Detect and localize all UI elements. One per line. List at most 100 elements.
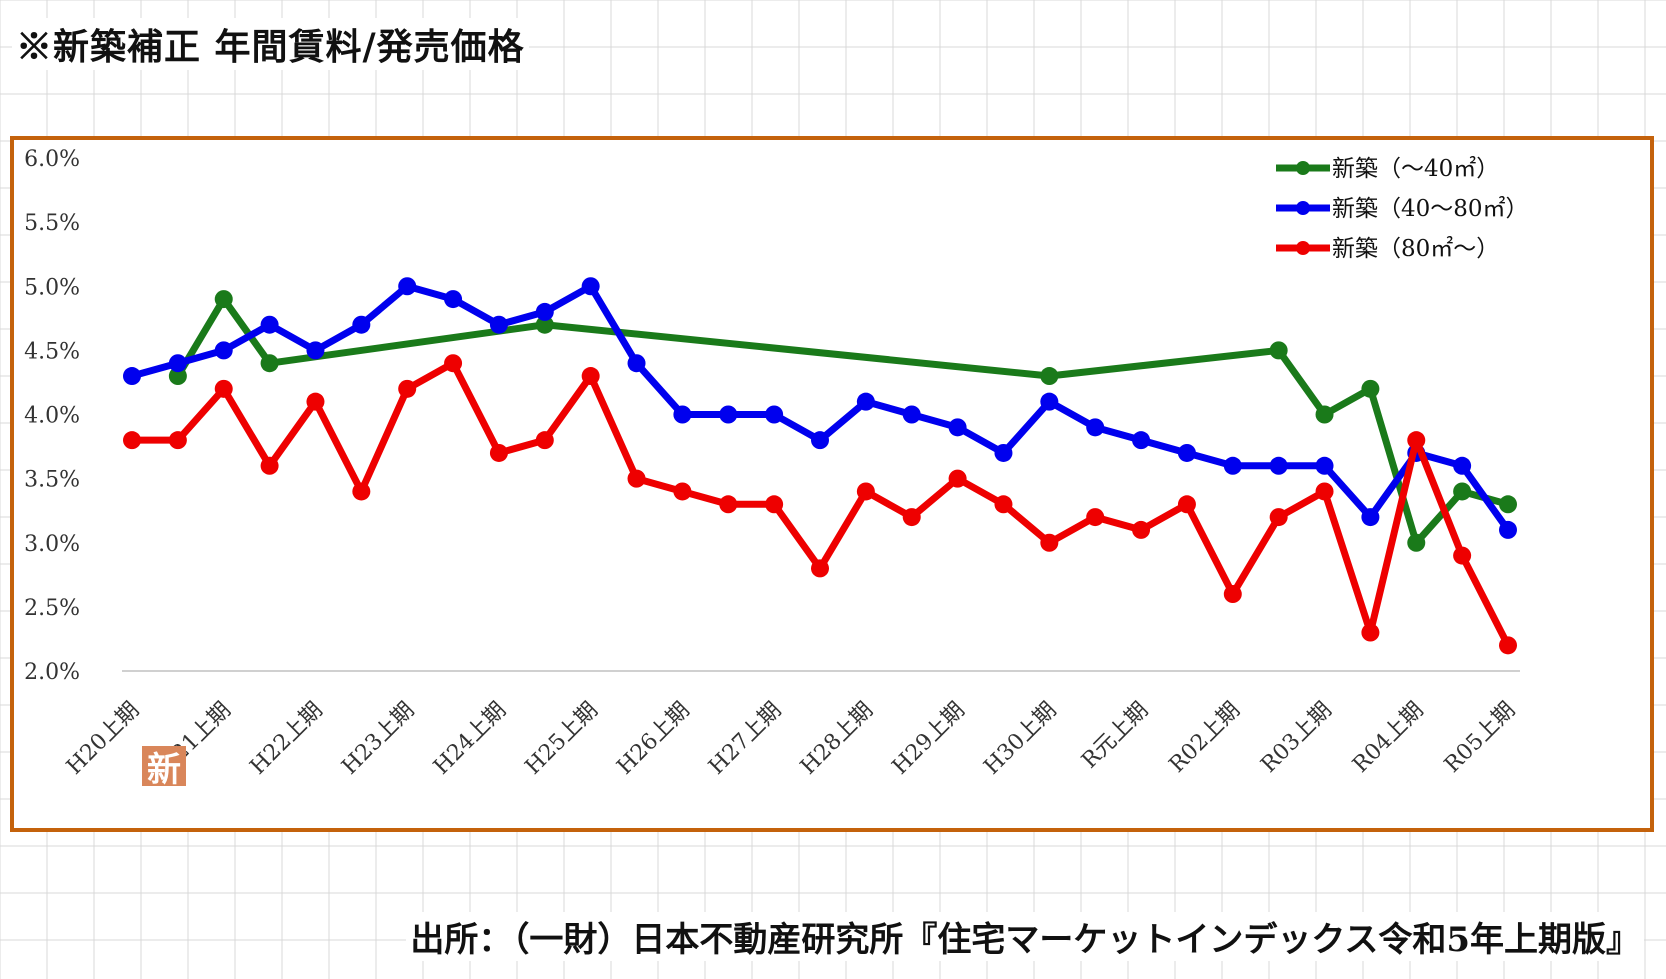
data-point bbox=[1086, 418, 1105, 437]
data-point bbox=[168, 367, 187, 386]
data-point bbox=[489, 443, 508, 462]
data-point bbox=[260, 315, 279, 334]
data-point bbox=[1040, 392, 1059, 411]
data-point bbox=[444, 354, 463, 373]
data-point bbox=[1269, 341, 1288, 360]
data-point bbox=[214, 379, 233, 398]
data-point bbox=[1453, 482, 1472, 501]
data-point bbox=[535, 431, 554, 450]
x-tick-label: H20上期 bbox=[62, 698, 144, 780]
data-point bbox=[398, 277, 417, 296]
data-point bbox=[444, 290, 463, 309]
x-tick-label: H28上期 bbox=[796, 698, 878, 780]
x-tick-label: H24上期 bbox=[429, 698, 511, 780]
x-tick-label: R02上期 bbox=[1165, 698, 1245, 778]
data-point bbox=[398, 379, 417, 398]
data-point bbox=[719, 495, 738, 514]
legend-label: 新築（40～80㎡） bbox=[1332, 196, 1529, 222]
new-badge: 新 bbox=[142, 746, 186, 790]
x-tick-label: H29上期 bbox=[888, 698, 970, 780]
legend-marker bbox=[1296, 161, 1310, 175]
x-tick-label: H22上期 bbox=[246, 698, 328, 780]
data-point bbox=[811, 559, 829, 578]
data-point bbox=[1453, 456, 1472, 475]
data-point bbox=[1361, 623, 1380, 642]
data-point bbox=[994, 495, 1013, 514]
data-point bbox=[1040, 533, 1059, 552]
data-point bbox=[535, 302, 554, 321]
x-tick-label: R元上期 bbox=[1077, 698, 1153, 774]
page-title: ※新築補正 年間賃料/発売価格 bbox=[12, 18, 529, 70]
x-tick-label: H23上期 bbox=[337, 698, 419, 780]
data-point bbox=[1499, 636, 1517, 655]
x-tick-label: R03上期 bbox=[1256, 698, 1336, 778]
data-point bbox=[811, 431, 829, 450]
data-point bbox=[902, 405, 921, 424]
data-point bbox=[902, 508, 921, 527]
data-point bbox=[1499, 495, 1517, 514]
y-tick-label: 4.5% bbox=[24, 339, 80, 364]
series-line-2 bbox=[131, 282, 1511, 532]
y-tick-label: 3.5% bbox=[24, 468, 80, 493]
y-tick-label: 5.5% bbox=[24, 211, 80, 236]
data-point bbox=[1407, 431, 1426, 450]
data-point bbox=[306, 341, 325, 360]
y-tick-label: 3.0% bbox=[24, 532, 80, 557]
legend-label: 新築（80㎡～） bbox=[1332, 236, 1499, 262]
data-point bbox=[627, 354, 646, 373]
data-point bbox=[1223, 585, 1242, 604]
data-point bbox=[1499, 520, 1517, 539]
x-tick-label: H30上期 bbox=[979, 698, 1061, 780]
legend-marker bbox=[1296, 241, 1310, 255]
y-tick-label: 2.5% bbox=[24, 596, 80, 621]
data-point bbox=[1177, 443, 1196, 462]
y-tick-label: 6.0% bbox=[24, 147, 80, 172]
data-point bbox=[1269, 456, 1288, 475]
data-point bbox=[948, 469, 967, 488]
data-point bbox=[214, 341, 233, 360]
data-point bbox=[673, 405, 692, 424]
data-point bbox=[1132, 520, 1151, 539]
x-tick-label: R04上期 bbox=[1348, 698, 1428, 778]
data-point bbox=[1315, 482, 1334, 501]
data-point bbox=[765, 405, 784, 424]
data-point bbox=[123, 431, 141, 450]
data-point bbox=[123, 367, 141, 386]
y-tick-label: 4.0% bbox=[24, 404, 80, 429]
line-chart: 6.0% 5.5% 5.0% 4.5% 4.0% 3.5% 3.0% 2.5% 2.0% H20上… bbox=[24, 147, 1529, 780]
data-point bbox=[1361, 379, 1380, 398]
data-point bbox=[673, 482, 692, 501]
data-point bbox=[1453, 546, 1472, 565]
data-point bbox=[352, 482, 371, 501]
data-point bbox=[1040, 367, 1059, 386]
data-point bbox=[1315, 456, 1334, 475]
x-tick-label: H25上期 bbox=[521, 698, 603, 780]
data-point bbox=[1132, 431, 1151, 450]
data-point bbox=[994, 443, 1013, 462]
x-tick-label: H26上期 bbox=[612, 698, 694, 780]
data-point bbox=[352, 315, 371, 334]
chart-frame: 6.0% 5.5% 5.0% 4.5% 4.0% 3.5% 3.0% 2.5% 2.0% H20上… bbox=[10, 136, 1654, 832]
data-point bbox=[719, 405, 738, 424]
data-point bbox=[1269, 508, 1288, 527]
data-point bbox=[260, 354, 279, 373]
legend-label: 新築（～40㎡） bbox=[1332, 156, 1499, 182]
data-point bbox=[1086, 508, 1105, 527]
data-point bbox=[765, 495, 784, 514]
data-point bbox=[627, 469, 646, 488]
data-point bbox=[1223, 456, 1242, 475]
data-point bbox=[1315, 405, 1334, 424]
data-point bbox=[260, 456, 279, 475]
data-point bbox=[1177, 495, 1196, 514]
data-point bbox=[214, 290, 233, 309]
x-tick-label: H27上期 bbox=[704, 698, 786, 780]
data-point bbox=[168, 431, 187, 450]
data-point bbox=[168, 354, 187, 373]
data-point bbox=[581, 277, 600, 296]
data-point bbox=[1361, 508, 1380, 527]
data-point bbox=[306, 392, 325, 411]
data-point bbox=[856, 392, 875, 411]
data-point bbox=[535, 315, 554, 334]
data-point bbox=[581, 367, 600, 386]
data-point bbox=[948, 418, 967, 437]
